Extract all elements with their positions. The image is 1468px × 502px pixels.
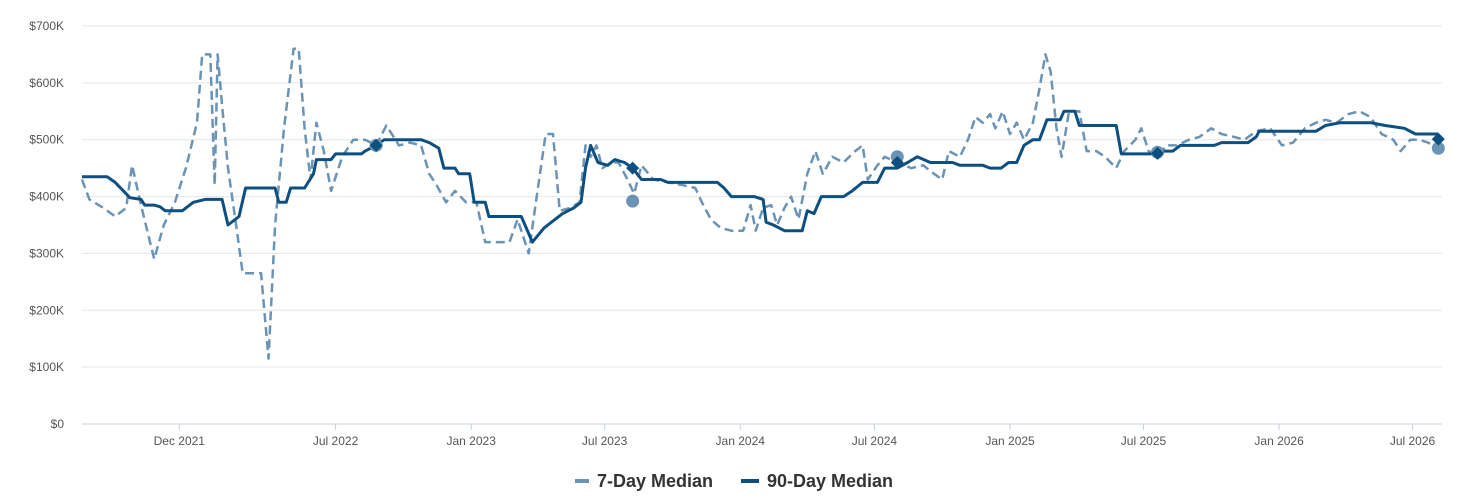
x-tick-label: Jul 2026 (1390, 434, 1436, 448)
marker-7-day-median[interactable] (626, 194, 640, 208)
marker-7-day-median[interactable] (1431, 141, 1445, 155)
series-line-90-day-median (82, 109, 1439, 244)
legend: 7-Day Median 90-Day Median (0, 466, 1468, 496)
marker-90-day-median[interactable] (1431, 132, 1445, 146)
x-tick-label: Jul 2023 (582, 434, 628, 448)
marker-90-day-median[interactable] (626, 161, 640, 175)
x-tick-label: Jul 2025 (1121, 434, 1167, 448)
x-tick-label: Jul 2022 (313, 434, 359, 448)
y-tick-label: $400K (29, 190, 64, 204)
legend-item-90-day-median[interactable]: 90-Day Median (741, 471, 893, 492)
legend-label-90-day-median: 90-Day Median (767, 470, 894, 491)
x-tick-label: Jan 2024 (716, 434, 766, 448)
y-tick-label: $500K (29, 133, 64, 147)
y-tick-label: $200K (29, 303, 64, 317)
line-chart: $0 $100K $200K $300K $400K $500K $600K $700K De… (29, 19, 1445, 448)
y-tick-label: $600K (29, 76, 64, 90)
grid-lines (82, 25, 1442, 425)
y-axis-ticks: $0 $100K $200K $300K $400K $500K $600K $700K (29, 19, 64, 431)
series-markers (369, 132, 1445, 208)
y-tick-label: $0 (51, 417, 65, 431)
x-tick-label: Dec 2021 (154, 434, 206, 448)
y-tick-label: $700K (29, 19, 64, 33)
x-tick-label: Jul 2024 (852, 434, 898, 448)
x-tick-label: Jan 2025 (985, 434, 1035, 448)
y-tick-label: $300K (29, 246, 64, 260)
y-tick-label: $100K (29, 360, 64, 374)
marker-90-day-median[interactable] (369, 138, 383, 152)
series-lines (80, 47, 1439, 360)
x-axis-ticks: Dec 2021 Jul 2022 Jan 2023 Jul 2023 Jan 2024… (154, 424, 1436, 448)
legend-swatch-7-day-median (574, 479, 589, 483)
x-tick-label: Jan 2023 (447, 434, 497, 448)
marker-90-day-median[interactable] (890, 155, 904, 169)
legend-swatch-90-day-median (741, 479, 759, 483)
legend-item-7-day-median[interactable]: 7-Day Median (574, 470, 713, 492)
series-line-7-day-median (80, 47, 1439, 360)
x-tick-label: Jan 2026 (1254, 434, 1304, 448)
legend-label-7-day-median: 7-Day Median (596, 470, 713, 491)
marker-90-day-median[interactable] (1150, 146, 1164, 160)
